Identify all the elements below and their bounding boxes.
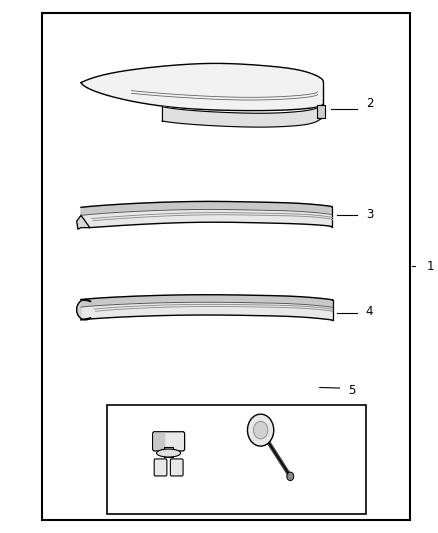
FancyBboxPatch shape: [154, 459, 167, 476]
Text: 5: 5: [348, 384, 356, 397]
Bar: [164, 447, 173, 457]
Circle shape: [287, 472, 294, 481]
Ellipse shape: [157, 449, 180, 457]
Bar: [317, 105, 325, 118]
FancyBboxPatch shape: [153, 433, 165, 450]
Polygon shape: [81, 209, 332, 228]
Text: 3: 3: [366, 208, 373, 221]
Polygon shape: [81, 201, 332, 215]
Text: 1: 1: [427, 260, 434, 273]
FancyBboxPatch shape: [152, 432, 185, 451]
FancyBboxPatch shape: [170, 459, 183, 476]
Circle shape: [247, 414, 274, 446]
Bar: [42, 13, 410, 520]
Polygon shape: [81, 302, 333, 320]
Text: 4: 4: [366, 305, 373, 318]
Polygon shape: [162, 105, 322, 127]
Polygon shape: [77, 215, 90, 229]
Text: 2: 2: [366, 98, 373, 110]
Polygon shape: [81, 63, 323, 111]
Polygon shape: [81, 295, 333, 308]
Circle shape: [253, 421, 268, 439]
Bar: [107, 405, 366, 514]
Polygon shape: [77, 300, 91, 320]
